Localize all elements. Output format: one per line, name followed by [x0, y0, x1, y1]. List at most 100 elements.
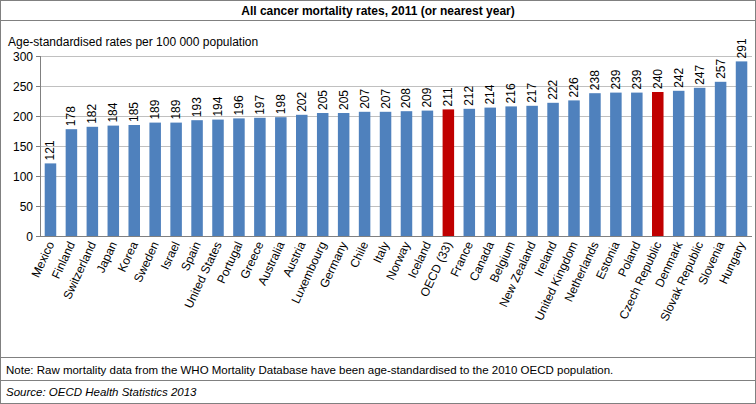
y-tick	[36, 56, 40, 57]
data-label: 216	[504, 83, 518, 103]
bar	[275, 117, 287, 236]
x-axis	[40, 236, 752, 237]
y-tick-label: 100	[13, 170, 33, 184]
bar	[422, 111, 434, 236]
bar	[505, 106, 517, 236]
bar	[589, 93, 601, 236]
bar	[464, 109, 476, 236]
data-label: 239	[609, 69, 623, 89]
bar	[401, 111, 413, 236]
grid-line	[40, 86, 752, 87]
bar	[191, 120, 203, 236]
data-label: 198	[274, 94, 288, 114]
data-label: 189	[169, 99, 183, 119]
bar	[338, 113, 350, 236]
bar	[317, 113, 329, 236]
data-label: 209	[420, 87, 434, 107]
data-label: 208	[399, 88, 413, 108]
bar	[484, 108, 496, 236]
data-label: 197	[253, 94, 267, 114]
frame	[1, 1, 756, 404]
y-label: Age-standardised rates per 100 000 popul…	[8, 35, 258, 49]
data-label: 214	[483, 84, 497, 104]
x-tick-label: Germany	[317, 239, 351, 290]
note: Note: Raw mortality data from the WHO Mo…	[6, 364, 613, 376]
y-tick	[36, 176, 40, 177]
note-rule	[0, 357, 756, 358]
data-label: 184	[106, 102, 120, 122]
title-rule	[0, 20, 756, 21]
bar	[66, 129, 78, 236]
y-tick	[36, 206, 40, 207]
data-label: 211	[441, 87, 455, 106]
bar	[170, 123, 182, 236]
source-rule	[0, 380, 756, 381]
bar	[547, 103, 559, 236]
data-label: 205	[316, 90, 330, 110]
data-label: 189	[148, 99, 162, 119]
data-label: 242	[672, 67, 686, 87]
data-label: 194	[211, 96, 225, 116]
y-axis	[40, 56, 41, 236]
data-label: 247	[693, 64, 707, 84]
bar	[736, 61, 748, 236]
bar	[149, 123, 161, 236]
grid-line	[40, 176, 752, 177]
x-tick-label: Australia	[255, 239, 288, 288]
bar	[233, 118, 245, 236]
x-tick-label: Chile	[347, 239, 371, 270]
y-tick	[36, 116, 40, 117]
data-label: 238	[588, 70, 602, 90]
data-label: 257	[714, 58, 728, 78]
data-label: 121	[43, 140, 57, 160]
data-label: 207	[358, 88, 372, 108]
data-label: 205	[337, 90, 351, 110]
bar	[610, 93, 622, 236]
y-tick-label: 150	[13, 140, 33, 154]
bar	[694, 88, 706, 236]
grid-line	[40, 236, 752, 237]
bar	[254, 118, 266, 236]
grid-line	[40, 116, 752, 117]
bar	[443, 109, 455, 236]
y-tick-label: 50	[20, 200, 34, 214]
data-label: 222	[546, 79, 560, 99]
y-tick	[36, 86, 40, 87]
bar	[715, 82, 727, 236]
bar	[296, 115, 308, 236]
y-tick-label: 250	[13, 80, 33, 94]
data-label: 240	[651, 69, 665, 89]
data-label: 207	[379, 88, 393, 108]
y-tick	[36, 236, 40, 237]
bar	[568, 100, 580, 236]
data-label: 217	[525, 82, 539, 102]
x-tick-label: Hungary	[716, 239, 748, 286]
bar	[87, 127, 99, 236]
bar	[652, 92, 664, 236]
y-tick	[36, 146, 40, 147]
bar	[45, 163, 57, 236]
data-label: 239	[630, 69, 644, 89]
data-label: 212	[462, 85, 476, 105]
bar	[526, 106, 538, 236]
grid-line	[40, 206, 752, 207]
y-tick-label: 300	[13, 50, 33, 64]
x-tick-label: Italy	[370, 239, 392, 265]
grid-line	[40, 56, 752, 57]
y-tick-label: 200	[13, 110, 33, 124]
data-label: 182	[85, 103, 99, 123]
grid-line	[40, 146, 752, 147]
y-tick-label: 0	[26, 230, 33, 244]
x-tick-label: Sweden	[131, 239, 162, 284]
data-label: 178	[64, 106, 78, 126]
bar	[631, 93, 643, 236]
bar	[128, 125, 140, 236]
bar	[380, 112, 392, 236]
data-label: 193	[190, 97, 204, 117]
data-label: 291	[735, 38, 749, 58]
x-tick-label: New Zealand	[496, 239, 539, 309]
title: All cancer mortality rates, 2011 (or nea…	[241, 4, 514, 18]
bar	[359, 112, 371, 236]
source: Source: OECD Health Statistics 2013	[6, 386, 197, 398]
data-label: 185	[127, 102, 141, 122]
